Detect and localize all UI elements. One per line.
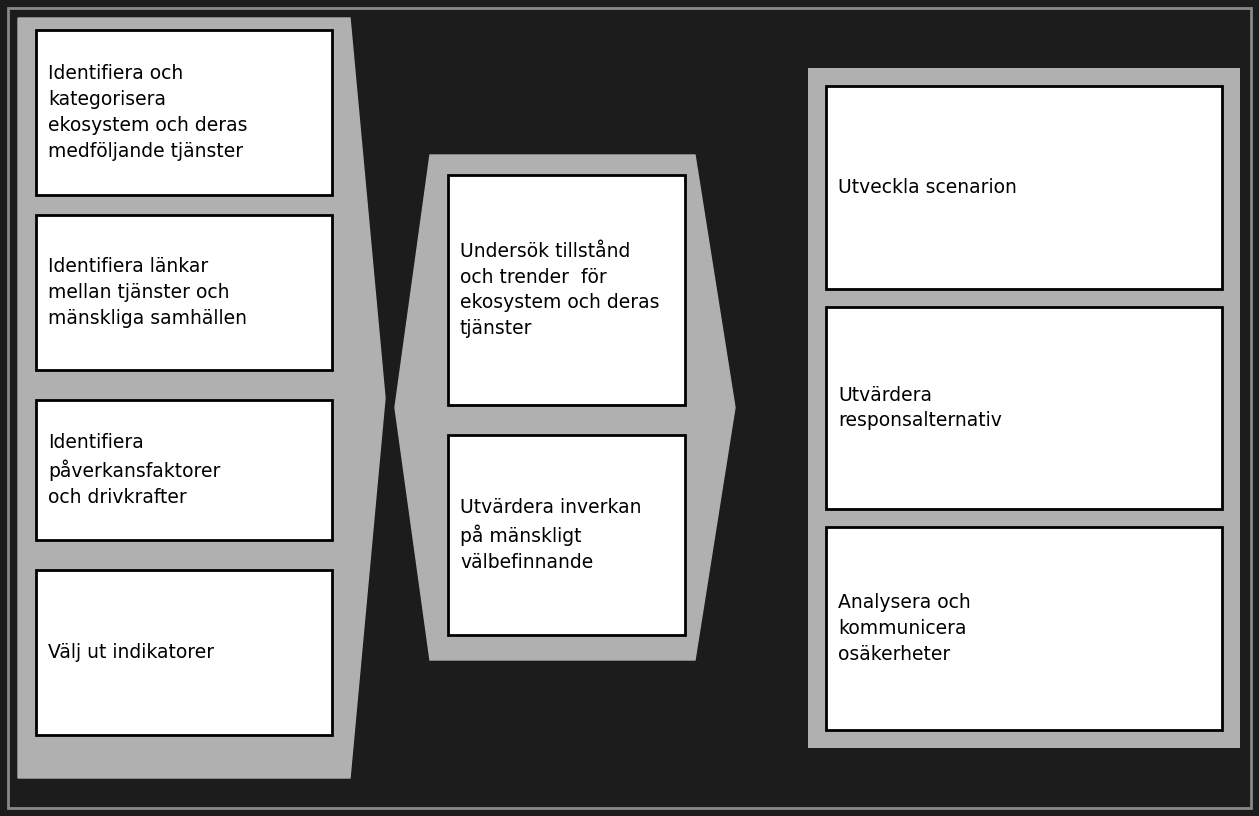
Text: Identifiera och
kategorisera
ekosystem och deras
medföljande tjänster: Identifiera och kategorisera ekosystem o… <box>48 64 248 161</box>
Bar <box>37 215 332 370</box>
Bar <box>826 527 1222 730</box>
Text: Identifiera länkar
mellan tjänster och
mänskliga samhällen: Identifiera länkar mellan tjänster och m… <box>48 257 247 328</box>
Bar <box>448 175 685 405</box>
Bar <box>37 570 332 735</box>
Polygon shape <box>18 18 385 778</box>
Text: Välj ut indikatorer: Välj ut indikatorer <box>48 643 214 662</box>
Polygon shape <box>395 155 735 660</box>
Text: Utvärdera inverkan
på mänskligt
välbefinnande: Utvärdera inverkan på mänskligt välbefin… <box>460 498 642 572</box>
Bar <box>448 435 685 635</box>
Text: Utveckla scenarion: Utveckla scenarion <box>838 178 1017 197</box>
Bar <box>808 68 1240 748</box>
Bar <box>826 307 1222 509</box>
Bar <box>37 400 332 540</box>
Text: Analysera och
kommunicera
osäkerheter: Analysera och kommunicera osäkerheter <box>838 593 971 664</box>
Bar <box>826 86 1222 289</box>
Text: Utvärdera
responsalternativ: Utvärdera responsalternativ <box>838 386 1002 430</box>
Bar <box>37 30 332 195</box>
Text: Identifiera
påverkansfaktorer
och drivkrafter: Identifiera påverkansfaktorer och drivkr… <box>48 433 220 507</box>
Text: Undersök tillstånd
och trender  för
ekosystem och deras
tjänster: Undersök tillstånd och trender för ekosy… <box>460 242 660 338</box>
